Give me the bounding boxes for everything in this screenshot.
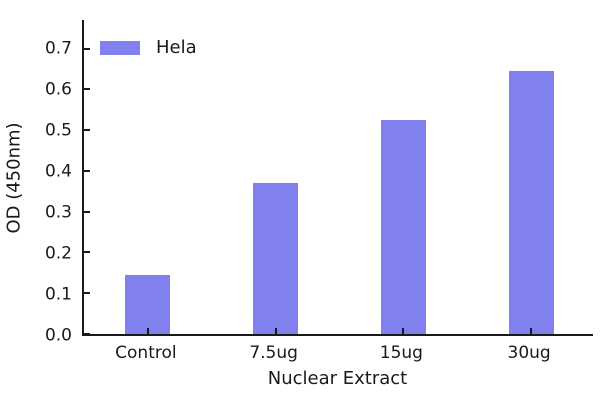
y-axis-label: OD (450nm) [3,122,25,234]
legend-label-hela: Hela [156,37,197,58]
y-tick-mark [84,169,90,172]
x-tick-label-15ug: 15ug [379,343,423,363]
y-tick-mark [84,292,90,295]
y-tick-mark [84,333,90,335]
y-tick-label-0.1: 0.1 [44,284,72,305]
y-tick-mark [84,251,90,254]
legend-swatch-hela [100,40,140,55]
x-tick-label-7.5ug: 7.5ug [249,343,298,363]
plot-area: Hela [82,20,593,336]
y-tick-mark [84,129,90,132]
x-tick-mark [530,328,533,334]
y-tick-label-0.3: 0.3 [44,202,72,223]
y-tick-label-0.6: 0.6 [44,79,72,100]
y-tick-label-0.4: 0.4 [44,161,72,182]
x-axis-label: Nuclear Extract [267,368,408,389]
y-tick-mark [84,88,90,91]
y-tick-mark [84,210,90,213]
y-tick-label-0.5: 0.5 [44,120,72,141]
y-tick-label-0.0: 0.0 [44,325,72,346]
bar-15ug [380,119,426,334]
y-tick-label-0.7: 0.7 [44,38,72,59]
x-tick-label-control: Control [115,343,177,363]
x-tick-label-30ug: 30ug [507,343,551,363]
y-tick-mark [84,47,90,50]
bar-7.5ug [253,183,299,334]
bar-control [125,274,171,334]
bar-30ug [508,70,554,334]
legend: Hela [100,37,197,58]
y-tick-label-0.2: 0.2 [44,243,72,264]
x-tick-mark [274,328,277,334]
x-tick-mark [146,328,149,334]
x-tick-mark [402,328,405,334]
